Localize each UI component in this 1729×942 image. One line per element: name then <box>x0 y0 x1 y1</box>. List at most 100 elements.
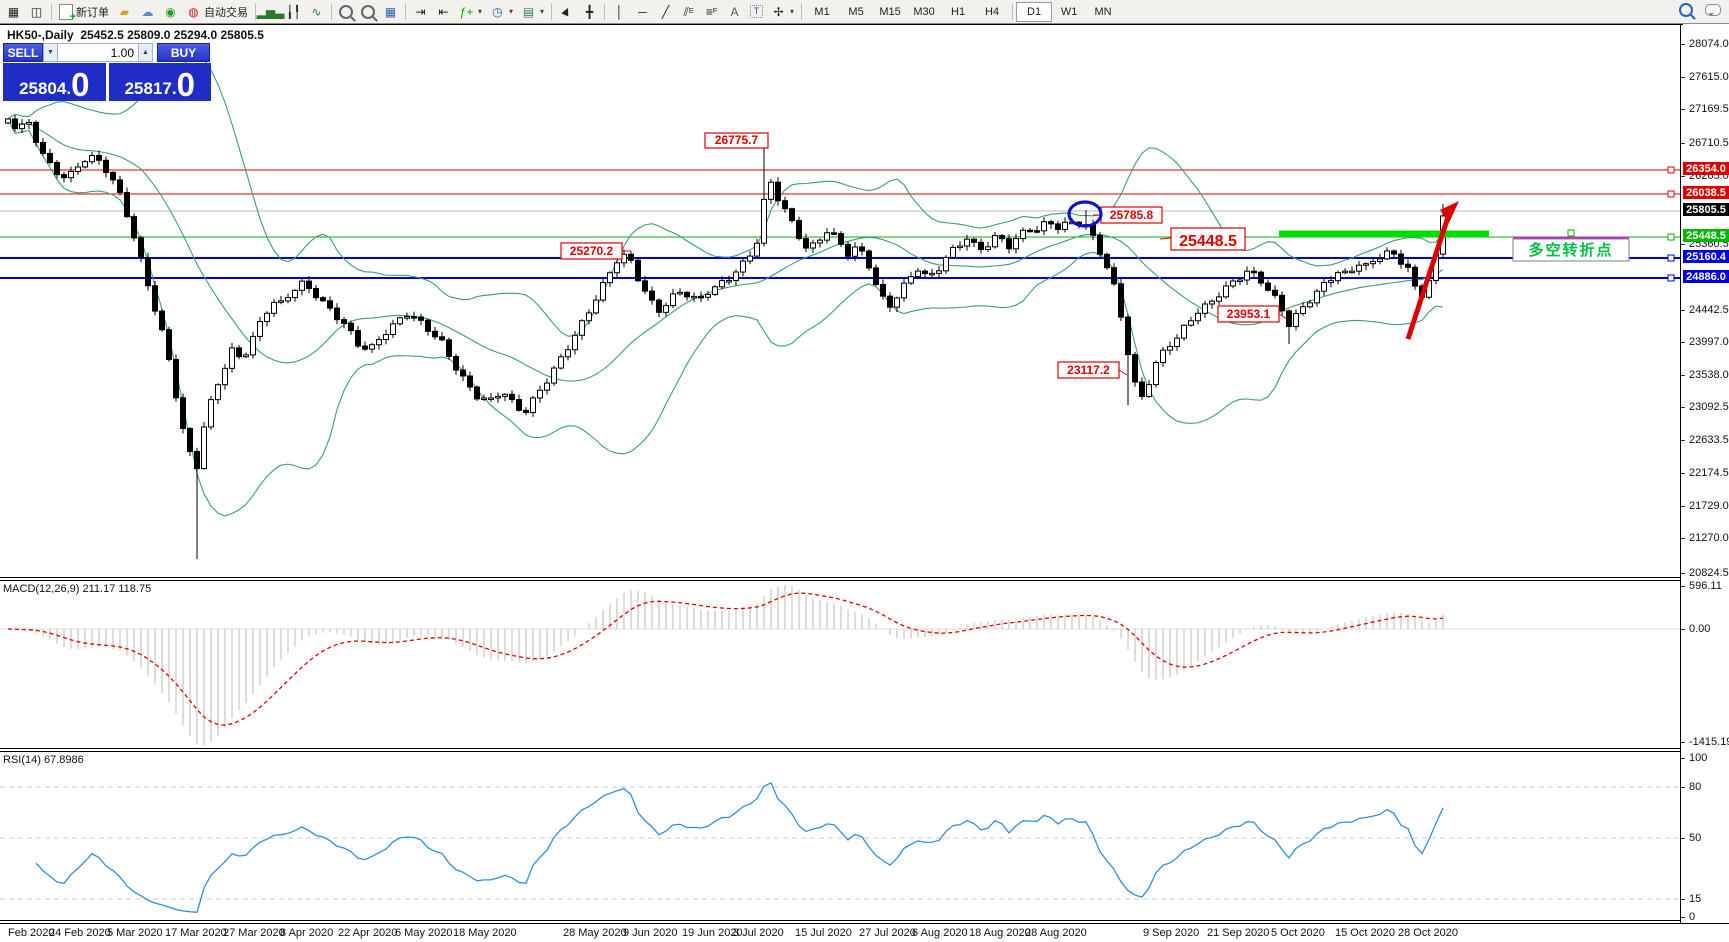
zoom-in-button[interactable] <box>335 2 357 22</box>
macd-signal-line <box>7 592 1444 726</box>
sell-price-main: 25804 <box>19 79 67 98</box>
label-text: 23117.2 <box>1067 363 1110 377</box>
bar-chart-icon: ▂▅▃ <box>256 4 285 19</box>
buy-price-big-digit: 0 <box>176 65 195 103</box>
sell-button[interactable]: SELL <box>3 43 43 62</box>
box-handle[interactable] <box>1567 229 1575 237</box>
date-label: Feb 2020 <box>8 927 55 939</box>
turning-point-box[interactable] <box>1512 238 1630 262</box>
new-order-button[interactable]: + 新订单 <box>55 2 113 22</box>
periods-button[interactable]: ◷ ▾ <box>486 2 517 22</box>
highlight-ellipse[interactable] <box>1067 200 1103 228</box>
trendline-tool-button[interactable]: ╱ <box>654 2 677 22</box>
sell-price-big-digit: 0 <box>71 65 90 103</box>
panel-separator[interactable] <box>0 577 1729 581</box>
turning-point-text[interactable]: 多空转折点 <box>1528 241 1613 259</box>
date-label: 9 Sep 2020 <box>1143 927 1200 939</box>
timeframe-mn[interactable]: MN <box>1094 5 1112 18</box>
line-handle[interactable] <box>1667 166 1675 174</box>
price-label-23117.2[interactable]: 23117.2 <box>1057 361 1128 379</box>
axis-tickmark <box>1681 176 1685 177</box>
cursor-tool-button[interactable]: ▶ <box>555 2 578 22</box>
template-icon: ▤ <box>522 4 535 19</box>
fibonacci-icon: ≡ F <box>705 4 718 19</box>
tile-windows-button[interactable]: ▦ <box>379 2 402 22</box>
timeframe-m30[interactable]: M30 <box>913 5 935 18</box>
hline-tool-button[interactable]: ─ <box>631 2 654 22</box>
timeframe-h4[interactable]: H4 <box>985 5 1000 18</box>
line-handle[interactable] <box>1667 233 1675 241</box>
search-icon[interactable] <box>1679 3 1693 17</box>
price-label-25448.5[interactable]: 25448.5 <box>1159 227 1246 251</box>
arrows-tool-button[interactable]: ✢ ▾ <box>767 2 798 22</box>
price-axis[interactable]: 28074.0 27615.0 27169.5 26710.5 26265.0 25360… <box>1680 25 1729 923</box>
zoom-out-button[interactable] <box>357 2 379 22</box>
price-tick-22633.5: 22633.5 <box>1689 434 1729 446</box>
buy-price-display[interactable]: 25817. 0 <box>108 63 211 103</box>
equidistant-channel-icon: ⫽ E <box>683 4 694 19</box>
axis-tickmark <box>1681 407 1685 408</box>
timeframe-d1[interactable]: D1 <box>1016 1 1053 22</box>
chart-shift-icon: ⇤ <box>438 4 449 19</box>
date-label: 8 Apr 2020 <box>280 927 334 939</box>
timeframe-w1[interactable]: W1 <box>1060 5 1078 18</box>
line-chart-button[interactable]: ∿ <box>305 2 328 22</box>
candles <box>5 115 1446 559</box>
text-tool-button[interactable]: A <box>723 2 746 22</box>
crosshair-tool-button[interactable]: ╋ <box>578 2 601 22</box>
volume-decrease-button[interactable]: ▼ <box>43 43 58 62</box>
dropdown-arrow-icon: ▾ <box>509 7 514 16</box>
timeframe-group: M1 M5 M15 M30 H1 H4 D1 W1 MN <box>805 1 1120 22</box>
price-label-25270.2[interactable]: 25270.2 <box>560 242 631 260</box>
trend-arrow-head[interactable] <box>1440 201 1459 223</box>
timeframe-h1[interactable]: H1 <box>951 5 966 18</box>
timeframe-m15[interactable]: M15 <box>879 5 901 18</box>
label-tool-button[interactable]: T <box>746 2 767 22</box>
text-tool-icon: A <box>730 4 739 19</box>
indicators-button[interactable]: ƒ+ ▾ <box>455 2 486 22</box>
chart-window-button[interactable]: ▦ <box>2 2 25 22</box>
timeframe-m1[interactable]: M1 <box>814 5 830 18</box>
date-label: 22 Apr 2020 <box>338 927 398 939</box>
bollinger-bands <box>7 53 1444 517</box>
autotrade-button[interactable]: ◍ 自动交易 <box>182 2 252 22</box>
chart-shift-button[interactable]: ⇤ <box>432 2 455 22</box>
profiles-button[interactable]: ◫ <box>25 2 48 22</box>
support-zone-bar[interactable] <box>1279 230 1489 238</box>
cloud-button[interactable]: ☁ <box>136 2 159 22</box>
price-label-23953.1[interactable]: 23953.1 <box>1217 305 1288 323</box>
bar-chart-button[interactable]: ▂▅▃ <box>256 2 285 22</box>
rsi-panel <box>0 782 1680 914</box>
label-connector <box>1118 369 1128 376</box>
channel-tool-button[interactable]: ⫽ E <box>677 2 700 22</box>
market-watch-button[interactable]: ▰ <box>113 2 136 22</box>
separator <box>551 3 553 20</box>
candle-chart-button[interactable]: ╽╿ <box>282 2 305 22</box>
volume-input[interactable] <box>58 43 138 62</box>
price-badge-25448.5: 25448.5 <box>1683 229 1729 242</box>
chat-icon[interactable] <box>1705 4 1721 16</box>
panel-separator[interactable] <box>0 748 1729 752</box>
buy-button[interactable]: BUY <box>157 43 210 62</box>
line-handle[interactable] <box>1667 254 1675 262</box>
volume-increase-button[interactable]: ▲ <box>138 43 153 62</box>
autoscroll-button[interactable]: ⇥ <box>409 2 432 22</box>
bb-upper-band[interactable] <box>7 53 1444 337</box>
price-tick-26710.5: 26710.5 <box>1689 137 1729 149</box>
trend-arrow[interactable] <box>1405 216 1451 340</box>
signals-button[interactable]: ◉ <box>159 2 182 22</box>
timeframe-m5[interactable]: M5 <box>848 5 864 18</box>
axis-tickmark <box>1681 473 1685 474</box>
price-label-26775.7[interactable]: 26775.7 <box>704 132 769 149</box>
line-handle[interactable] <box>1667 274 1675 282</box>
bb-lower-band[interactable] <box>7 118 1444 517</box>
price-label-25785.8[interactable]: 25785.8 <box>1093 206 1163 224</box>
vline-tool-button[interactable]: │ <box>608 2 631 22</box>
signal-icon: ◉ <box>165 4 176 19</box>
templates-button[interactable]: ▤ ▾ <box>517 2 548 22</box>
sell-price-display[interactable]: 25804. 0 <box>3 63 106 101</box>
line-handle[interactable] <box>1667 190 1675 198</box>
fibonacci-tool-button[interactable]: ≡ F <box>700 2 723 22</box>
axis-tickmark <box>1681 899 1685 900</box>
date-axis[interactable]: Feb 2020 24 Feb 2020 5 Mar 2020 17 Mar 2020… <box>0 925 1729 942</box>
